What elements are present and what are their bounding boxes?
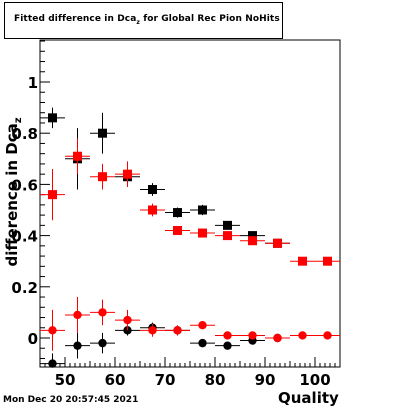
data-point (140, 203, 165, 217)
data-point (40, 353, 65, 368)
circle-marker (323, 331, 332, 340)
data-point (190, 228, 215, 238)
data-point (90, 163, 115, 190)
y-tick-label: 1 (28, 74, 38, 92)
square-marker (273, 238, 282, 248)
x-tick-label: 100 (299, 371, 330, 389)
circle-marker (98, 308, 107, 317)
data-point (190, 338, 215, 348)
square-marker (148, 185, 157, 195)
data-point (40, 309, 65, 351)
data-point (265, 238, 290, 248)
y-tick-label: 0 (28, 330, 38, 348)
square-marker (48, 113, 57, 123)
data-point (215, 220, 240, 230)
circle-marker (198, 321, 207, 330)
data-point (190, 204, 215, 216)
data-point (90, 112, 115, 154)
data-point (290, 256, 315, 266)
square-marker (123, 169, 132, 179)
circle-marker (223, 341, 232, 350)
y-tick-label: 0.4 (11, 228, 38, 246)
circle-marker (198, 338, 207, 348)
data-point (240, 236, 265, 246)
circle-marker (48, 326, 57, 335)
timestamp: Mon Dec 20 20:57:45 2021 (3, 395, 139, 405)
data-point (140, 183, 165, 196)
circle-marker (148, 326, 157, 335)
y-axis-label: difference in Dcaz (3, 117, 24, 266)
title-prefix: Fitted difference in Dca (14, 14, 137, 24)
data-point (115, 161, 140, 187)
data-point (315, 256, 340, 266)
circle-marker (123, 315, 132, 325)
x-tick-label: 50 (55, 371, 76, 389)
square-marker (48, 190, 57, 200)
title-subscript: z (136, 18, 140, 26)
square-marker (223, 220, 232, 230)
square-marker (198, 205, 207, 215)
y-axis-label-subscript: z (13, 117, 24, 123)
x-tick-label: 70 (155, 371, 176, 389)
circle-marker (298, 331, 307, 340)
square-marker (98, 172, 107, 182)
square-marker (298, 256, 307, 266)
square-marker (223, 231, 232, 241)
circle-marker (48, 359, 57, 368)
x-tick-label: 90 (255, 371, 276, 389)
data-point (90, 332, 115, 354)
circle-marker (248, 331, 257, 340)
axis-ticks (39, 40, 341, 367)
circle-marker (273, 333, 282, 343)
plot-frame (39, 39, 341, 368)
data-point (190, 321, 215, 330)
data-point (165, 225, 190, 235)
y-axis-label-main: difference in Dca (3, 123, 21, 266)
data-point (65, 297, 90, 333)
chart-title: Fitted difference in Dcaz for Global Rec… (14, 14, 280, 26)
data-point (65, 138, 90, 175)
data-point (65, 332, 90, 359)
square-marker (173, 208, 182, 218)
circle-marker (73, 310, 82, 320)
square-marker (248, 231, 257, 241)
data-point (290, 331, 315, 340)
data-point (90, 299, 115, 326)
data-point (115, 309, 140, 331)
square-marker (173, 225, 182, 235)
data-point (315, 331, 340, 340)
y-tick-label: 0.8 (11, 125, 38, 143)
data-point (215, 331, 240, 340)
square-marker (148, 205, 157, 215)
data-point (215, 341, 240, 350)
data-point (165, 207, 190, 218)
data-marks (40, 107, 340, 368)
circle-marker (98, 338, 107, 348)
y-tick-label: 0.2 (11, 279, 38, 297)
circle-marker (223, 331, 232, 340)
square-marker (248, 236, 257, 246)
circle-marker (73, 341, 82, 350)
square-marker (323, 256, 332, 266)
data-point (40, 169, 65, 221)
data-point (265, 333, 290, 343)
data-point (165, 325, 190, 336)
circle-marker (173, 326, 182, 335)
y-tick-label: 0.6 (11, 176, 38, 194)
x-axis-label: Quality (278, 389, 339, 407)
square-marker (73, 151, 82, 161)
data-point (215, 231, 240, 241)
data-point (140, 323, 165, 337)
tick-labels: 50 60 70 80 90 100 0 0.2 0.4 0.6 0.8 1 (11, 74, 330, 389)
square-marker (198, 228, 207, 238)
x-tick-label: 60 (105, 371, 126, 389)
square-marker (98, 128, 107, 138)
data-point (240, 331, 265, 340)
data-point (40, 107, 65, 129)
x-tick-label: 80 (205, 371, 226, 389)
title-suffix: for Global Rec Pion NoHits (140, 14, 280, 24)
title-box: Fitted difference in Dcaz for Global Rec… (4, 2, 283, 39)
